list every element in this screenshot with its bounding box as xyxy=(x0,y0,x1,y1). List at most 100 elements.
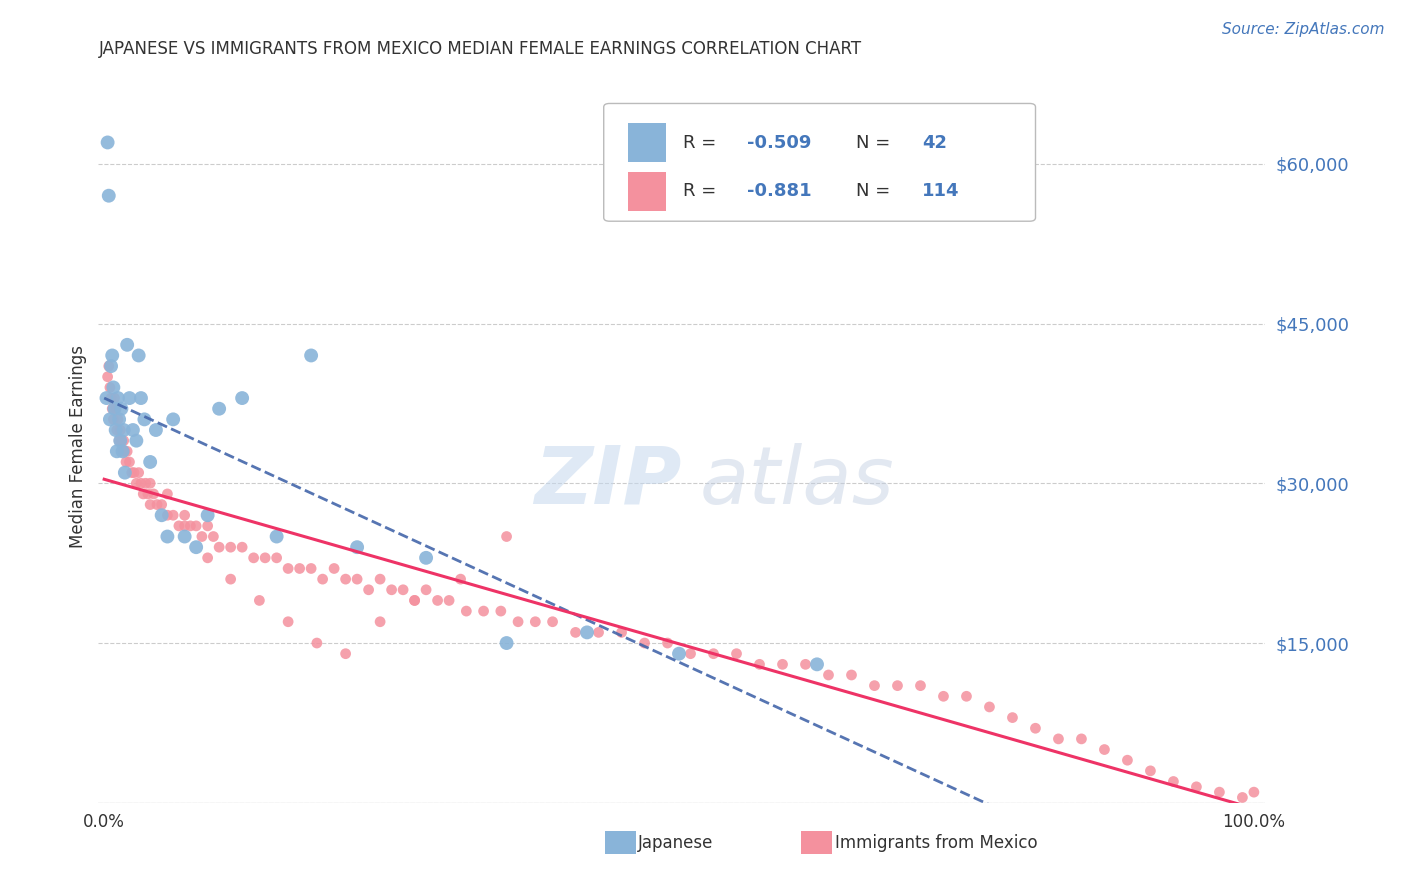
Point xyxy=(288,561,311,575)
Point xyxy=(1047,731,1070,746)
Point xyxy=(103,401,125,416)
Text: Japanese: Japanese xyxy=(638,834,714,852)
Point xyxy=(107,412,129,426)
Point xyxy=(208,401,231,416)
Point xyxy=(794,657,817,672)
Point xyxy=(247,593,270,607)
Point xyxy=(323,561,346,575)
Point xyxy=(136,487,159,501)
Point xyxy=(111,444,134,458)
Point xyxy=(103,380,125,394)
Point xyxy=(1024,721,1046,735)
Point xyxy=(242,550,264,565)
Point xyxy=(108,412,131,426)
Point xyxy=(299,349,322,363)
Point xyxy=(105,423,128,437)
Point xyxy=(955,690,977,704)
Point xyxy=(426,593,449,607)
Point xyxy=(101,349,124,363)
Point xyxy=(335,647,357,661)
Point xyxy=(197,550,219,565)
Point xyxy=(118,455,141,469)
Point xyxy=(97,188,120,202)
Point xyxy=(202,529,225,543)
Point xyxy=(167,519,190,533)
Point xyxy=(1208,785,1230,799)
Point xyxy=(208,540,231,554)
Point xyxy=(132,487,155,501)
Point xyxy=(299,561,322,575)
Point xyxy=(115,444,138,458)
Point xyxy=(112,434,135,448)
Point xyxy=(105,444,128,458)
Point xyxy=(134,412,156,426)
Y-axis label: Median Female Earnings: Median Female Earnings xyxy=(69,344,87,548)
Point xyxy=(489,604,512,618)
Point xyxy=(112,423,135,437)
Point xyxy=(173,529,195,543)
Text: -0.509: -0.509 xyxy=(747,134,811,152)
Point xyxy=(392,582,415,597)
Point xyxy=(1094,742,1116,756)
Point xyxy=(114,466,136,480)
Point xyxy=(110,434,132,448)
Point xyxy=(404,593,426,607)
Text: -0.881: -0.881 xyxy=(747,182,811,200)
Point xyxy=(910,679,932,693)
Point xyxy=(381,582,404,597)
Point xyxy=(415,550,437,565)
Point xyxy=(368,572,391,586)
Point xyxy=(115,338,138,352)
Point xyxy=(368,615,391,629)
Point xyxy=(1070,731,1092,746)
Point xyxy=(103,412,125,426)
Point xyxy=(266,529,288,543)
Point xyxy=(101,401,124,416)
Point xyxy=(98,412,121,426)
Point xyxy=(277,615,299,629)
Point xyxy=(564,625,586,640)
Point xyxy=(139,455,162,469)
Point xyxy=(121,466,143,480)
Point xyxy=(254,550,277,565)
Point xyxy=(456,604,478,618)
Point xyxy=(104,423,127,437)
Point xyxy=(186,540,208,554)
Point xyxy=(162,412,184,426)
Point xyxy=(179,519,201,533)
Point xyxy=(346,572,368,586)
Point xyxy=(98,380,121,394)
Point xyxy=(1232,790,1254,805)
Point xyxy=(404,593,426,607)
Point xyxy=(100,391,122,405)
Point xyxy=(128,349,150,363)
Point xyxy=(588,625,610,640)
Point xyxy=(156,529,179,543)
Point xyxy=(231,540,253,554)
Point xyxy=(186,519,208,533)
Point xyxy=(576,625,599,640)
Text: 42: 42 xyxy=(922,134,948,152)
Point xyxy=(1185,780,1208,794)
Point xyxy=(437,593,460,607)
Point xyxy=(231,391,253,405)
Text: JAPANESE VS IMMIGRANTS FROM MEXICO MEDIAN FEMALE EARNINGS CORRELATION CHART: JAPANESE VS IMMIGRANTS FROM MEXICO MEDIA… xyxy=(98,40,862,58)
Point xyxy=(197,508,219,523)
Point xyxy=(679,647,702,661)
Point xyxy=(841,668,863,682)
Point xyxy=(128,466,150,480)
Point xyxy=(139,476,162,491)
Point xyxy=(817,668,839,682)
Point xyxy=(115,455,138,469)
FancyBboxPatch shape xyxy=(628,171,665,211)
Point xyxy=(150,498,173,512)
Point xyxy=(277,561,299,575)
Point xyxy=(135,476,157,491)
Point xyxy=(129,476,152,491)
Text: Source: ZipAtlas.com: Source: ZipAtlas.com xyxy=(1222,22,1385,37)
Text: N =: N = xyxy=(856,134,896,152)
Point xyxy=(219,540,242,554)
Point xyxy=(772,657,794,672)
Text: Immigrants from Mexico: Immigrants from Mexico xyxy=(835,834,1038,852)
Point xyxy=(633,636,655,650)
